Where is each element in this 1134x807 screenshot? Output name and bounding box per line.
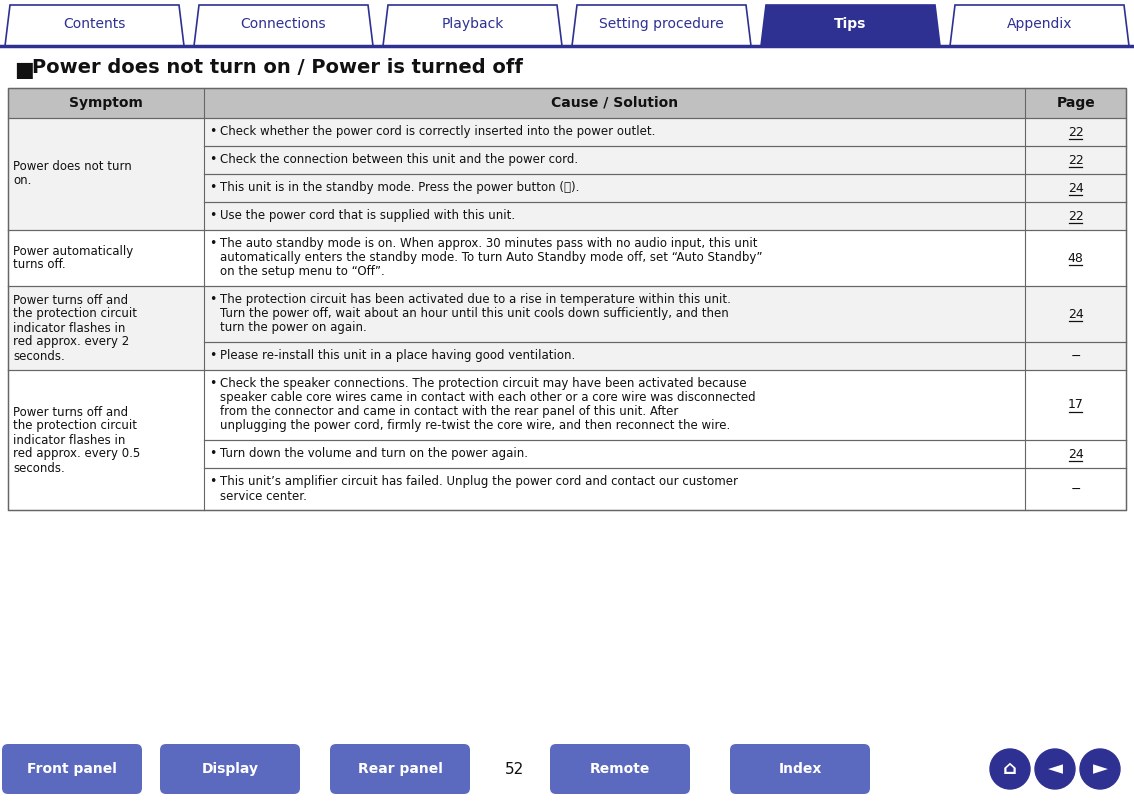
Text: This unit’s amplifier circuit has failed. Unplug the power cord and contact our : This unit’s amplifier circuit has failed… — [220, 475, 737, 488]
Text: Remote: Remote — [590, 762, 650, 776]
Polygon shape — [194, 5, 373, 46]
Text: •: • — [209, 475, 215, 488]
Text: seconds.: seconds. — [12, 349, 65, 362]
Text: Contents: Contents — [64, 17, 126, 31]
Text: 52: 52 — [506, 762, 525, 776]
Polygon shape — [5, 5, 184, 46]
Text: Check whether the power cord is correctly inserted into the power outlet.: Check whether the power cord is correctl… — [220, 126, 655, 139]
Text: •: • — [209, 210, 215, 223]
Text: Playback: Playback — [441, 17, 503, 31]
Circle shape — [1035, 749, 1075, 789]
Text: Please re-install this unit in a place having good ventilation.: Please re-install this unit in a place h… — [220, 349, 575, 362]
Bar — [8, 118, 1126, 230]
Text: the protection circuit: the protection circuit — [12, 420, 137, 433]
Text: •: • — [209, 378, 215, 391]
Text: 24: 24 — [1068, 448, 1084, 461]
Text: 22: 22 — [1068, 210, 1084, 223]
Text: Page: Page — [1056, 96, 1095, 110]
Text: Appendix: Appendix — [1007, 17, 1073, 31]
Text: Power does not turn on / Power is turned off: Power does not turn on / Power is turned… — [32, 58, 523, 77]
Text: ►: ► — [1092, 759, 1108, 779]
Text: red approx. every 0.5: red approx. every 0.5 — [12, 448, 141, 461]
Polygon shape — [950, 5, 1129, 46]
Text: speaker cable core wires came in contact with each other or a core wire was disc: speaker cable core wires came in contact… — [220, 391, 755, 404]
Text: Setting procedure: Setting procedure — [599, 17, 723, 31]
Bar — [8, 286, 1126, 370]
Text: turn the power on again.: turn the power on again. — [220, 321, 366, 334]
Text: Power turns off and: Power turns off and — [12, 405, 128, 419]
Text: −: − — [1070, 349, 1081, 362]
Text: •: • — [209, 294, 215, 307]
Bar — [8, 88, 1126, 118]
Bar — [8, 370, 1126, 510]
Text: Rear panel: Rear panel — [357, 762, 442, 776]
Text: •: • — [209, 153, 215, 166]
Text: on the setup menu to “Off”.: on the setup menu to “Off”. — [220, 266, 384, 278]
Text: The protection circuit has been activated due to a rise in temperature within th: The protection circuit has been activate… — [220, 294, 730, 307]
Text: 24: 24 — [1068, 307, 1084, 320]
Text: unplugging the power cord, firmly re-twist the core wire, and then reconnect the: unplugging the power cord, firmly re-twi… — [220, 420, 730, 433]
Text: Check the speaker connections. The protection circuit may have been activated be: Check the speaker connections. The prote… — [220, 378, 746, 391]
Text: 22: 22 — [1068, 153, 1084, 166]
Text: red approx. every 2: red approx. every 2 — [12, 336, 129, 349]
Text: Symptom: Symptom — [69, 96, 143, 110]
Text: indicator flashes in: indicator flashes in — [12, 321, 126, 334]
Text: •: • — [209, 349, 215, 362]
FancyBboxPatch shape — [160, 744, 301, 794]
Text: •: • — [209, 126, 215, 139]
Text: Use the power cord that is supplied with this unit.: Use the power cord that is supplied with… — [220, 210, 515, 223]
Bar — [8, 230, 1126, 286]
Text: Check the connection between this unit and the power cord.: Check the connection between this unit a… — [220, 153, 578, 166]
Text: ◄: ◄ — [1048, 759, 1063, 779]
Text: 17: 17 — [1068, 399, 1084, 412]
Text: Connections: Connections — [240, 17, 327, 31]
Text: •: • — [209, 237, 215, 250]
Text: service center.: service center. — [220, 490, 306, 503]
Text: from the connector and came in contact with the rear panel of this unit. After: from the connector and came in contact w… — [220, 405, 678, 419]
Text: Turn down the volume and turn on the power again.: Turn down the volume and turn on the pow… — [220, 448, 527, 461]
FancyBboxPatch shape — [730, 744, 870, 794]
Text: Tips: Tips — [835, 17, 866, 31]
Bar — [8, 88, 1126, 510]
FancyBboxPatch shape — [2, 744, 142, 794]
Text: Front panel: Front panel — [27, 762, 117, 776]
Text: 48: 48 — [1068, 252, 1084, 265]
Text: indicator flashes in: indicator flashes in — [12, 433, 126, 446]
Text: 22: 22 — [1068, 126, 1084, 139]
Text: on.: on. — [12, 174, 32, 187]
Text: Turn the power off, wait about an hour until this unit cools down sufficiently, : Turn the power off, wait about an hour u… — [220, 307, 728, 320]
Text: the protection circuit: the protection circuit — [12, 307, 137, 320]
Text: The auto standby mode is on. When approx. 30 minutes pass with no audio input, t: The auto standby mode is on. When approx… — [220, 237, 758, 250]
Text: ■: ■ — [14, 60, 34, 80]
Text: •: • — [209, 448, 215, 461]
Text: automatically enters the standby mode. To turn Auto Standby mode off, set “Auto : automatically enters the standby mode. T… — [220, 252, 762, 265]
Circle shape — [990, 749, 1030, 789]
Text: ⌂: ⌂ — [1002, 759, 1017, 779]
Text: This unit is in the standby mode. Press the power button (⏻).: This unit is in the standby mode. Press … — [220, 182, 579, 194]
FancyBboxPatch shape — [550, 744, 689, 794]
Text: Power automatically: Power automatically — [12, 245, 134, 257]
Text: turns off.: turns off. — [12, 258, 66, 271]
Polygon shape — [383, 5, 562, 46]
Circle shape — [1080, 749, 1120, 789]
Text: Power does not turn: Power does not turn — [12, 161, 132, 174]
Text: −: − — [1070, 483, 1081, 495]
Text: Display: Display — [202, 762, 259, 776]
Text: 24: 24 — [1068, 182, 1084, 194]
Text: •: • — [209, 182, 215, 194]
Text: seconds.: seconds. — [12, 462, 65, 475]
Text: Power turns off and: Power turns off and — [12, 294, 128, 307]
FancyBboxPatch shape — [330, 744, 469, 794]
Polygon shape — [572, 5, 751, 46]
Text: Index: Index — [778, 762, 822, 776]
Text: Cause / Solution: Cause / Solution — [551, 96, 678, 110]
Polygon shape — [761, 5, 940, 46]
